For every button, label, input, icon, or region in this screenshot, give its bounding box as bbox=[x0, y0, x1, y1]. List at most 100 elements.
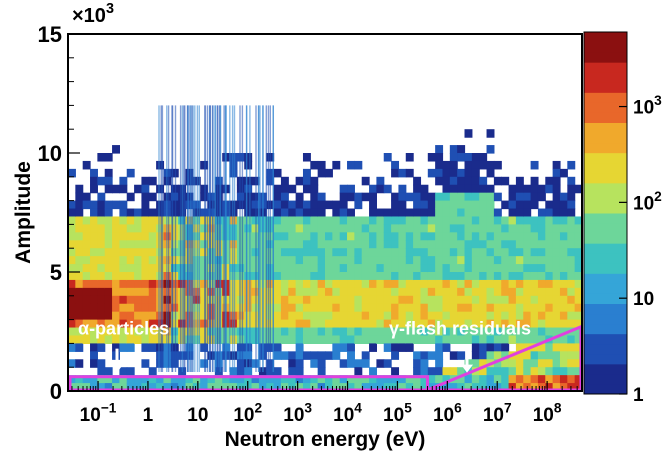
heatmap-cell bbox=[398, 327, 407, 337]
heatmap-cell bbox=[537, 264, 546, 273]
heatmap-cell bbox=[82, 216, 91, 225]
colorbar-frame bbox=[583, 31, 628, 395]
heatmap-cell bbox=[552, 375, 561, 384]
heatmap-cell bbox=[90, 327, 98, 337]
heatmap-cell bbox=[244, 184, 253, 194]
heatmap-cell bbox=[229, 287, 238, 297]
heatmap-cell bbox=[479, 375, 488, 384]
heatmap-cell bbox=[523, 279, 532, 289]
heatmap-cell bbox=[236, 256, 245, 265]
heatmap-cell bbox=[288, 359, 297, 368]
heatmap-cell bbox=[435, 224, 444, 233]
heatmap-cell bbox=[126, 240, 135, 249]
heatmap-cell bbox=[82, 287, 91, 297]
heatmap-cell bbox=[141, 264, 150, 273]
heatmap-cell bbox=[479, 295, 488, 305]
resonance-stripe bbox=[184, 105, 186, 373]
heatmap-cell bbox=[567, 335, 576, 344]
heatmap-cell bbox=[420, 248, 429, 257]
heatmap-cell bbox=[457, 256, 466, 265]
heatmap-cell bbox=[420, 319, 429, 329]
heatmap-cell bbox=[288, 351, 297, 360]
heatmap-cell bbox=[229, 279, 238, 289]
heatmap-cell bbox=[464, 208, 473, 218]
heatmap-cell bbox=[391, 168, 400, 178]
heatmap-cell bbox=[515, 200, 524, 210]
heatmap-cell bbox=[479, 264, 488, 273]
heatmap-cell bbox=[369, 272, 377, 281]
heatmap-cell bbox=[126, 208, 135, 218]
heatmap-cell bbox=[347, 311, 355, 321]
heatmap-cell bbox=[207, 319, 216, 329]
heatmap-cell bbox=[325, 264, 333, 273]
heatmap-cell bbox=[464, 375, 473, 384]
heatmap-cell bbox=[501, 351, 510, 360]
heatmap-cell bbox=[82, 295, 91, 305]
heatmap-cell bbox=[420, 200, 429, 210]
heatmap-cell bbox=[449, 168, 458, 178]
heatmap-cell bbox=[156, 216, 165, 225]
heatmap-cell bbox=[574, 264, 582, 273]
plot-frame bbox=[67, 33, 583, 392]
heatmap-cell bbox=[471, 248, 480, 257]
heatmap-cell bbox=[244, 160, 253, 170]
heatmap-cell bbox=[486, 168, 495, 178]
heatmap-cell bbox=[112, 303, 120, 313]
heatmap-cell bbox=[126, 168, 135, 178]
heatmap-cell bbox=[369, 279, 377, 289]
heatmap-cell bbox=[126, 295, 135, 305]
heatmap-cell bbox=[449, 319, 458, 329]
heatmap-cell bbox=[449, 240, 458, 249]
annotation-alpha-particles: α-particles bbox=[78, 319, 169, 339]
heatmap-cell bbox=[310, 375, 319, 384]
heatmap-cell bbox=[391, 303, 400, 313]
heatmap-cell bbox=[119, 224, 128, 233]
heatmap-cell bbox=[523, 248, 532, 257]
heatmap-cell bbox=[405, 319, 414, 329]
heatmap-cell bbox=[332, 295, 341, 305]
heatmap-cell bbox=[552, 264, 561, 273]
heatmap-cell bbox=[170, 383, 179, 391]
heatmap-cell bbox=[361, 319, 370, 329]
heatmap-cell bbox=[545, 224, 554, 233]
heatmap-cell bbox=[280, 287, 289, 297]
heatmap-cell bbox=[435, 359, 444, 368]
heatmap-cell bbox=[464, 216, 473, 225]
heatmap-cell bbox=[493, 240, 502, 249]
heatmap-cell bbox=[413, 200, 422, 210]
heatmap-cell bbox=[339, 216, 348, 225]
heatmap-cell bbox=[545, 359, 554, 368]
heatmap-cell bbox=[486, 232, 495, 241]
heatmap-cell bbox=[420, 264, 429, 273]
heatmap-cell bbox=[369, 264, 377, 273]
x-tick-label: 102 bbox=[233, 400, 262, 426]
heatmap-cell bbox=[339, 383, 348, 391]
heatmap-cell bbox=[486, 272, 495, 281]
heatmap-cell bbox=[310, 335, 319, 344]
heatmap-cell bbox=[376, 184, 385, 194]
heatmap-cell bbox=[302, 232, 311, 241]
heatmap-cell bbox=[449, 264, 458, 273]
heatmap-cell bbox=[471, 303, 480, 313]
heatmap-cell bbox=[515, 184, 524, 194]
heatmap-cell bbox=[383, 359, 392, 368]
heatmap-cell bbox=[112, 224, 120, 233]
heatmap-cell bbox=[552, 232, 561, 241]
heatmap-cell bbox=[97, 319, 106, 329]
heatmap-cell bbox=[244, 287, 253, 297]
colorbar-segment bbox=[584, 213, 627, 224]
heatmap-cell bbox=[427, 256, 436, 265]
heatmap-cell bbox=[207, 351, 216, 360]
heatmap-cell bbox=[398, 287, 407, 297]
heatmap-cell bbox=[119, 232, 128, 241]
heatmap-cell bbox=[310, 327, 319, 337]
heatmap-cell bbox=[391, 200, 400, 210]
heatmap-cell bbox=[75, 232, 84, 241]
heatmap-cell bbox=[567, 279, 576, 289]
heatmap-cell bbox=[75, 200, 84, 210]
heatmap-cell bbox=[119, 248, 128, 257]
annotations: α-particles γ-flash residuals bbox=[78, 319, 531, 373]
heatmap-cell bbox=[361, 359, 370, 368]
heatmap-cell bbox=[148, 335, 157, 344]
heatmap-cell bbox=[288, 224, 297, 233]
